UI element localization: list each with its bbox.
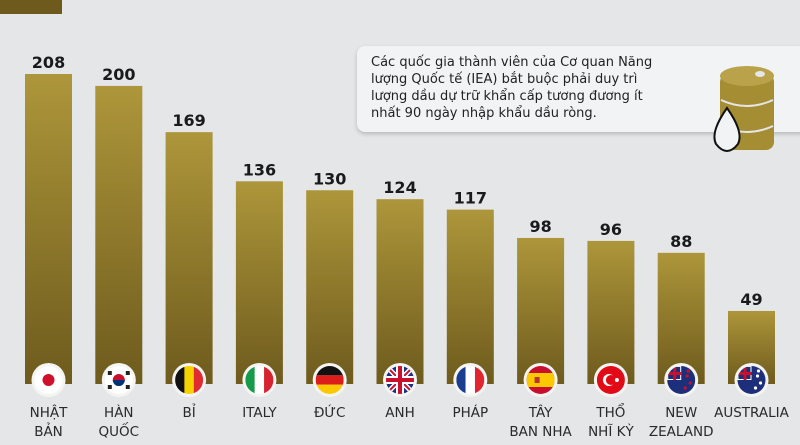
category-label: QUỐC (99, 421, 140, 440)
data-label: 130 (313, 169, 346, 188)
germany-flag-icon (315, 366, 344, 394)
category-label: ITALY (242, 405, 277, 421)
bar-group: 136 ITALY (235, 160, 283, 421)
data-label: 169 (172, 111, 205, 130)
category-label: TÂY (528, 403, 553, 421)
bar-group: 98 TÂY BAN NHA (509, 217, 572, 440)
category-label: THỔ (595, 402, 625, 421)
bar-group: 169 BỈ (165, 111, 213, 421)
category-label: AUSTRALIA (714, 405, 790, 421)
category-label: BẢN (34, 422, 63, 440)
category-label: BAN NHA (509, 424, 572, 440)
category-label: ANH (385, 405, 415, 421)
category-label: NHĨ KỲ (588, 422, 634, 440)
south-korea-flag-icon (104, 366, 133, 394)
italy-flag-icon (245, 366, 274, 394)
bar (95, 85, 143, 384)
turkey-flag-icon (596, 366, 625, 394)
data-label: 208 (32, 53, 65, 72)
bar-group: 49 AUSTRALIA (714, 290, 790, 421)
bar (376, 199, 424, 384)
uk-flag-icon (386, 366, 414, 394)
japan-flag-icon (34, 366, 63, 394)
data-label: 49 (740, 290, 762, 309)
bar (517, 237, 565, 384)
data-label: 88 (670, 232, 692, 251)
bar (446, 209, 494, 384)
data-label: 96 (600, 220, 622, 239)
data-label: 136 (243, 160, 276, 179)
bar (587, 240, 635, 384)
annotation-text: Các quốc gia thành viên của Cơ quan Năng… (371, 55, 653, 121)
bar-group: 130 ĐỨC (306, 169, 354, 421)
bar (235, 181, 283, 384)
bar (306, 190, 354, 384)
data-label: 124 (383, 178, 416, 197)
bar (165, 132, 213, 384)
bar (657, 252, 705, 384)
belgium-flag-icon (175, 366, 204, 394)
bar-group: 117 PHÁP (446, 189, 494, 421)
category-label: ĐỨC (314, 403, 345, 421)
oil-barrel-icon (713, 66, 774, 152)
bar-group: 88 NEW ZEALAND (649, 232, 714, 440)
category-label: BỈ (182, 403, 195, 421)
new-zealand-flag-icon (667, 366, 696, 394)
bar (25, 74, 72, 384)
bar-group: 124 ANH (376, 178, 424, 421)
spain-flag-icon (526, 366, 555, 394)
category-label: HÀN (104, 404, 134, 421)
france-flag-icon (456, 366, 485, 394)
partial-bar-top (0, 0, 62, 14)
australia-flag-icon (737, 366, 766, 394)
category-label: NHẬT (30, 403, 68, 421)
data-label: 98 (529, 217, 551, 236)
category-label: NEW (665, 405, 697, 421)
category-label: ZEALAND (649, 424, 714, 440)
data-label: 117 (454, 189, 487, 208)
category-label: PHÁP (452, 404, 488, 421)
data-label: 200 (102, 65, 135, 84)
